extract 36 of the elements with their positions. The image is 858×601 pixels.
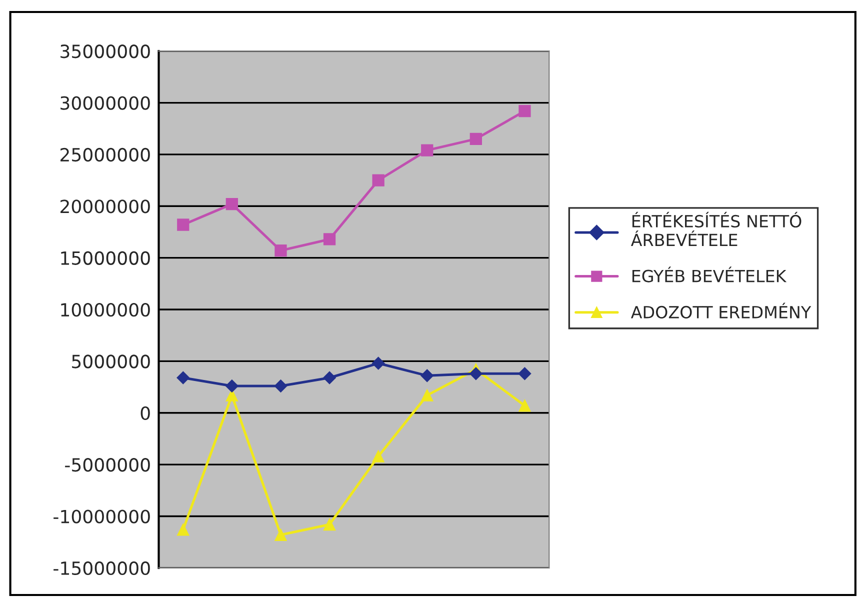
y-tick-label: -15000000	[54, 561, 150, 576]
point	[470, 132, 482, 146]
point	[274, 380, 288, 392]
point	[421, 389, 434, 402]
y-tick-label: 30000000	[60, 96, 150, 110]
point	[323, 233, 336, 246]
point	[226, 198, 238, 210]
point	[323, 371, 336, 384]
point	[518, 400, 531, 412]
point	[518, 367, 532, 380]
point	[274, 244, 287, 257]
point	[177, 218, 190, 231]
point	[420, 369, 434, 382]
y-tick-label: 20000000	[60, 200, 150, 214]
y-tick-label: -10000000	[54, 510, 150, 524]
y-tick-label: 0	[140, 406, 150, 420]
point	[274, 528, 287, 541]
point	[176, 371, 190, 384]
legend-label: EGYÉB BEVÉTELEK	[632, 266, 787, 282]
y-tick-label: 15000000	[61, 251, 150, 265]
point	[372, 356, 385, 370]
y-tick-label: 25000000	[60, 148, 150, 162]
point	[421, 144, 434, 156]
point	[323, 518, 336, 531]
legend-label: ADOZOTT EREDMÉNY	[630, 302, 812, 318]
point	[372, 450, 384, 462]
legend-label: ÉRTÉKESÍTÉS NETTÓ ÁRBEVÉTELE	[630, 212, 802, 246]
point	[226, 380, 238, 392]
point	[177, 524, 190, 536]
point	[518, 104, 531, 118]
y-tick-label: 10000000	[61, 302, 150, 317]
y-tick-label: 35000000	[60, 44, 150, 58]
point	[372, 174, 384, 186]
y-tick-label: -5000000	[65, 458, 150, 472]
point	[470, 367, 482, 380]
y-tick-label: 5000000	[72, 354, 150, 368]
